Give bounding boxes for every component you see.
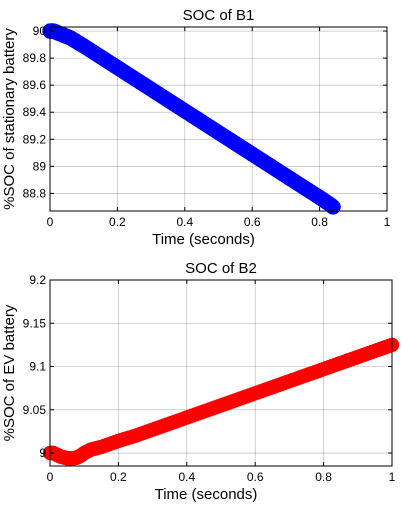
soc-b2-y-axis-label: %SOC of EV battery — [1, 304, 18, 441]
soc-b1-y-tick-label: 89 — [33, 159, 47, 173]
soc-b2-y-tick-label: 9.05 — [23, 403, 47, 417]
soc-b2-x-tick-label: 0.2 — [110, 470, 127, 484]
soc-b1-y-tick-label: 90 — [33, 24, 47, 38]
soc-b2-y-tick-label: 9.15 — [23, 316, 47, 330]
soc-b1-data-point — [325, 199, 341, 215]
soc-b1-title: SOC of B1 — [183, 7, 255, 24]
soc-b1-x-tick-label: 0 — [47, 215, 54, 229]
soc-b2-y-tick-label: 9.2 — [29, 273, 46, 287]
soc-b1-x-tick-label: 0.2 — [109, 215, 126, 229]
soc-b2-x-tick-label: 1 — [389, 470, 396, 484]
soc-b1-x-tick-label: 1 — [384, 215, 391, 229]
soc-b2-y-tick-label: 9.1 — [29, 360, 46, 374]
soc-b1-y-axis-label: %SOC of stationary battery — [1, 28, 18, 210]
soc-b1-x-axis-label: Time (seconds) — [152, 231, 255, 248]
soc-b2-markers — [42, 337, 400, 466]
soc-b1-x-tick-label: 0.4 — [176, 215, 193, 229]
soc-b2-x-axis-label: Time (seconds) — [155, 486, 258, 503]
soc-b2-x-tick-label: 0.4 — [178, 470, 195, 484]
soc-b2-x-tick-label: 0 — [47, 470, 54, 484]
soc-b2-plot-area — [50, 280, 392, 466]
soc-b2-chart: 0 0.2 0.4 0.6 0.8 1 9 9.05 9.1 9.15 9.2 SOC of B2 Ti… — [1, 260, 400, 503]
soc-b1-y-tick-label: 89.6 — [23, 78, 47, 92]
soc-b1-y-tick-label: 89.4 — [23, 105, 47, 119]
soc-b2-y-tick-label: 9 — [39, 446, 46, 460]
soc-b1-x-tick-label: 0.6 — [244, 215, 261, 229]
soc-b1-y-tick-label: 89.2 — [23, 132, 47, 146]
soc-b2-x-tick-label: 0.6 — [247, 470, 264, 484]
soc-b1-y-tick-label: 88.8 — [23, 186, 47, 200]
soc-b2-axes-box — [49, 279, 393, 467]
soc-b1-y-tick-label: 89.8 — [23, 51, 47, 65]
soc-b1-x-tick-label: 0.8 — [311, 215, 328, 229]
soc-b1-axes-box — [49, 26, 388, 212]
soc-b2-title: SOC of B2 — [185, 260, 257, 277]
soc-b1-chart: 0 0.2 0.4 0.6 0.8 1 88.8 89 89.2 89.4 89.6 89.8 90 SO… — [1, 7, 391, 248]
soc-b2-x-tick-label: 0.8 — [315, 470, 332, 484]
